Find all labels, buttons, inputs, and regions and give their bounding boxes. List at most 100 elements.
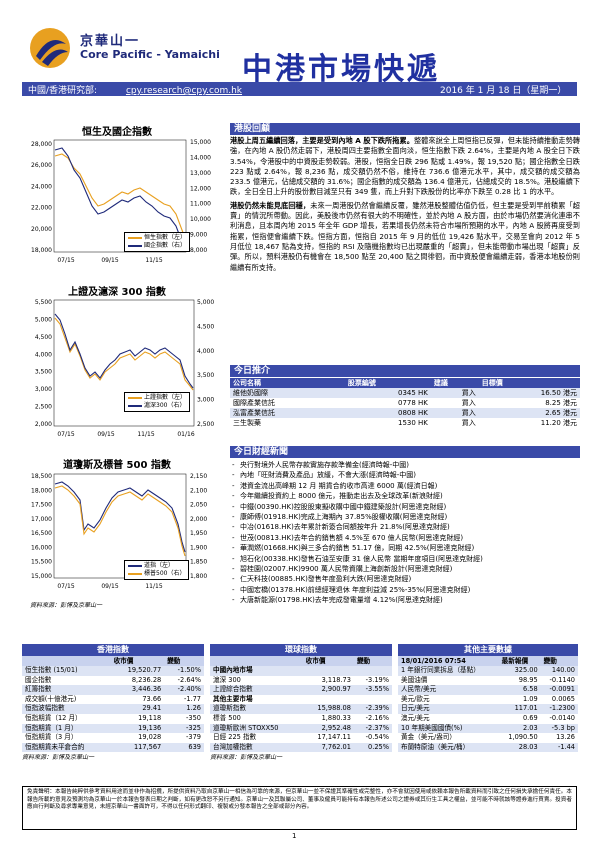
legend-csi300: 滬深300（右）: [144, 402, 186, 409]
table-row: 道瓊斯指數 15,988.08 -2.39%: [210, 704, 392, 714]
table-row: 標普 500 1,880.33 -2.16%: [213, 713, 389, 722]
shanghai-right-tick-label: 2,500: [197, 421, 214, 428]
dow-line-series: [54, 481, 186, 553]
legend-shcomp: 上證指數（左）: [144, 394, 187, 401]
hsi-x-tick-label: 09/15: [101, 257, 118, 264]
hsi-line-series: [54, 153, 186, 239]
hsi-legend: 恒生指數（左） 國企指數（右）: [124, 232, 191, 252]
table-row: 三生製藥 1530 HK 買入 11.20 港元: [233, 419, 577, 427]
dow-left-tick-label: 16,500: [31, 530, 52, 537]
list-item: 中冶(01618.HK)去年累計新簽合同額按年升 21.8%(阿思達克財經): [230, 522, 580, 533]
hsi-x-tick-label: 07/15: [57, 257, 74, 264]
table-row: 恒指期貨（12 月） 19,118 -350: [25, 713, 201, 722]
shanghai-chart-title: 上證及滬深 300 指數: [68, 287, 166, 298]
shanghai-legend: 上證指數（左） 滬深300（右）: [124, 392, 191, 412]
hsi-right-tick-label: 9,000: [190, 232, 207, 239]
csi300-line: [54, 313, 194, 389]
legend-dow: 道指（左）: [144, 562, 175, 569]
table-row: 10 年期美國國債(%) 2.03 -5.3 bp: [398, 723, 578, 734]
other-data-table: 18/01/2016 07:54 最新報價 變動 1 年銀行同業拆息（基點） 325.…: [398, 656, 578, 753]
hsi-left-tick-label: 28,000: [31, 141, 52, 148]
email-link[interactable]: cpy.research@cpy.com.hk: [125, 86, 243, 96]
list-item: 央行對境外人民幣存款實施存款準備金(經濟時報-中國): [230, 460, 580, 471]
list-item: 康師傅(01918.HK)完成上海期內 37.85%股權收購(阿思達克財經): [230, 512, 580, 523]
dow-right-tick-label: 2,100: [190, 487, 207, 494]
col-target: 目標價: [478, 378, 580, 388]
dow-left-tick-label: 17,500: [31, 502, 52, 509]
shanghai-right-tick-label: 3,500: [197, 372, 214, 379]
shanghai-x-tick-label: 09/15: [97, 431, 114, 438]
hk-index-panel: 香港指數 收市價 變動 恒生指數 (15/01) 19,520.77 -1.50% 國…: [22, 644, 204, 761]
global-table-title: 環球指數: [210, 644, 392, 656]
table-row: 恒指期貨（3 月） 19,028 -379: [25, 733, 201, 742]
brand-name-cn: 京華山一: [80, 34, 141, 49]
shanghai-left-tick-label: 4,500: [35, 334, 52, 341]
dow-chart: 18,500 18,000 17,500 17,000 16,500 16,000 15,5…: [31, 473, 207, 590]
hsi-left-tick-label: 26,000: [31, 162, 52, 169]
dow-x-tick-label: 07/15: [57, 583, 74, 590]
list-item: 碧桂園(02007.HK)9900 萬人民幣資購上海創新設計(阿思達克財經): [230, 564, 580, 575]
table-row: 日元/美元 117.01 -1.2300: [398, 704, 578, 714]
review-lead-1: 港股上周五繼續回落，主要是受到內地 A 股下跌所拖累。: [230, 136, 414, 145]
hsi-x-axis: 07/15 09/15 11/15: [57, 257, 162, 264]
shanghai-composite-line: [54, 317, 194, 391]
table-row: 人民幣/美元 6.58 -0.0091: [398, 685, 578, 695]
shanghai-left-tick-label: 3,000: [35, 386, 52, 393]
hk-table-source: 資料來源：彭博及京華山一: [22, 754, 95, 762]
shanghai-left-tick-label: 5,500: [35, 299, 52, 306]
hsi-chart: 28,000 26,000 24,000 22,000 20,000 18,000 15,…: [31, 139, 211, 264]
shanghai-x-tick-label: 01/16: [177, 431, 194, 438]
table-row: 恒指期貨（1 月） 19,136 -325: [22, 723, 204, 734]
legend-hsi: 恒生指數（左）: [144, 234, 187, 241]
dow-left-tick-label: 16,000: [31, 544, 52, 551]
shanghai-x-tick-label: 11/15: [137, 431, 154, 438]
list-item: 中鐵(00390.HK)控股股東擬收購中國中鐵建築設計(阿思達克財經): [230, 502, 580, 513]
hsi-left-axis: 28,000 26,000 24,000 22,000 20,000 18,000: [31, 141, 52, 254]
dow-x-tick-label: 11/15: [145, 583, 162, 590]
table-row: 泓富產業信託 0808 HK 買入 2.65 港元: [230, 408, 580, 418]
table-row: 中國內地市場: [210, 666, 392, 676]
dept-label: 中國/香港研究部:: [28, 86, 98, 96]
legend-sp500: 標普500（右）: [144, 570, 186, 577]
shanghai-chart: 5,500 5,000 4,500 4,000 3,500 3,000 2,500 2,000…: [35, 299, 215, 438]
list-item: 港資金流出高峰期 12 月 期貨合約收市高達 6000 萬(經濟日報): [230, 481, 580, 492]
dow-right-tick-label: 2,150: [190, 473, 207, 480]
other-table-title: 其他主要數據: [398, 644, 578, 656]
shanghai-left-tick-label: 3,500: [35, 369, 52, 376]
report-date: 2016 年 1 月 18 日（星期一）: [440, 86, 567, 96]
recommend-heading: 今日推介: [230, 365, 580, 377]
dow-right-tick-label: 1,950: [190, 530, 207, 537]
brand-name-en: Core Pacific - Yamaichi: [80, 48, 220, 61]
table-row: 澳元/美元 0.69 -0.0140: [401, 713, 575, 722]
hsi-right-axis: 15,000 14,000 13,000 12,000 11,000 10,000 9,00…: [190, 139, 211, 254]
dow-right-tick-label: 1,800: [190, 573, 207, 580]
shanghai-right-tick-label: 4,500: [197, 323, 214, 330]
dow-left-axis: 18,500 18,000 17,500 17,000 16,500 16,000 15,5…: [31, 473, 52, 580]
disclaimer: 免責聲明：本報告純粹供參考資料用途而並非作為招攬，所提供資料乃取自京華山一相信為…: [22, 786, 577, 830]
shanghai-x-axis: 07/15 09/15 11/15 01/16: [57, 431, 194, 438]
company-logo-icon: [30, 28, 70, 68]
market-review-body: 港股上周五繼續回落，主要是受到內地 A 股下跌所拖累。整體來說全上周恒指已反彈，…: [230, 136, 580, 276]
table-row: 恒指期貨未平倉合約 117,567 639: [22, 742, 204, 753]
dow-left-tick-label: 15,000: [31, 573, 52, 580]
page-number: 1: [292, 832, 297, 840]
table-row: 滬深 300 3,118.73 -3.19%: [213, 675, 389, 684]
dow-right-tick-label: 2,050: [190, 502, 207, 509]
market-review-heading: 港股回顧: [230, 123, 580, 135]
table-row: 日經 225 指數 17,147.11 -0.54%: [213, 733, 389, 742]
list-item: 仁天科技(00885.HK)發售年度盈利大跌(阿思達克財經): [230, 574, 580, 585]
shanghai-left-tick-label: 2,000: [35, 421, 52, 428]
table-row: 紅籌指數 3,446.36 -2.40%: [22, 685, 204, 695]
shanghai-left-tick-label: 2,500: [35, 404, 52, 411]
shanghai-left-tick-label: 5,000: [35, 316, 52, 323]
list-item: 內地「旺財消費及產品」放緩，不會大漲(經濟時報-中國): [230, 470, 580, 481]
table-row: 台灣加權指數 7,762.01 0.25%: [210, 742, 392, 753]
review-text-2: 未來一周港股仍然會繼續反覆，雖然港股整體估值仍低，但主要是受到早前積累「超賣」的…: [230, 200, 580, 272]
table-row: 成交額(十億港元) 73.66 -1.77: [25, 694, 201, 703]
other-data-panel: 其他主要數據 18/01/2016 07:54 最新報價 變動 1 年銀行同業拆息（…: [398, 644, 578, 753]
news-list: 央行對境外人民幣存款實施存款準備金(經濟時報-中國) 內地「旺財消費及產品」放緩…: [230, 460, 580, 606]
table-row: 國企指數 8,236.28 -2.64%: [25, 675, 201, 684]
dow-right-axis: 2,150 2,100 2,050 2,000 1,950 1,900 1,850 1,800: [190, 473, 207, 580]
news-heading: 今日財經新聞: [230, 446, 580, 458]
hsi-right-tick-label: 8,000: [190, 247, 207, 254]
